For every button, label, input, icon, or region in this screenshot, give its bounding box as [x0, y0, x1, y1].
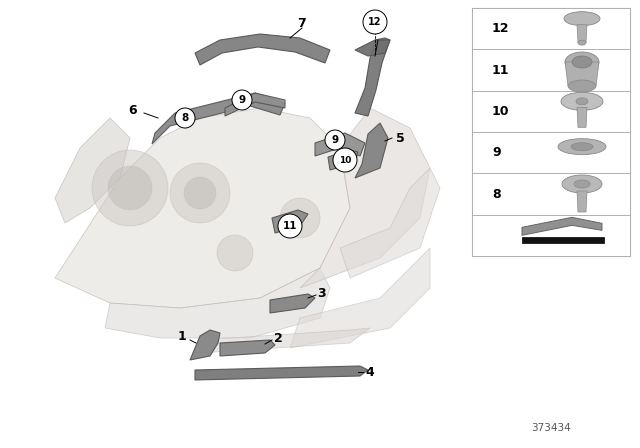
Circle shape [232, 90, 252, 110]
Polygon shape [272, 210, 308, 233]
Text: 7: 7 [298, 17, 307, 30]
Ellipse shape [576, 98, 588, 105]
Text: 1: 1 [178, 329, 186, 343]
Circle shape [170, 163, 230, 223]
Text: 9: 9 [492, 146, 500, 159]
Text: 5: 5 [396, 132, 404, 145]
Polygon shape [577, 25, 587, 43]
Text: 373434: 373434 [531, 423, 571, 433]
Polygon shape [355, 38, 390, 116]
Text: 8: 8 [181, 113, 189, 123]
Polygon shape [565, 62, 599, 86]
Polygon shape [300, 108, 430, 288]
Polygon shape [577, 191, 587, 212]
Polygon shape [195, 366, 368, 380]
Circle shape [333, 148, 357, 172]
Ellipse shape [574, 180, 590, 188]
Bar [472, 215, 630, 256]
Polygon shape [522, 217, 602, 235]
Polygon shape [55, 118, 130, 223]
Text: 8: 8 [492, 188, 500, 201]
Circle shape [280, 198, 320, 238]
Text: 2: 2 [274, 332, 282, 345]
Text: 11: 11 [283, 221, 297, 231]
Polygon shape [225, 93, 285, 116]
Polygon shape [577, 108, 587, 127]
Ellipse shape [561, 92, 603, 110]
Bar [472, 132, 630, 173]
Circle shape [325, 130, 345, 150]
Text: 4: 4 [365, 366, 374, 379]
Ellipse shape [572, 56, 592, 68]
Polygon shape [105, 268, 330, 338]
Polygon shape [152, 93, 285, 144]
Polygon shape [190, 330, 220, 360]
Circle shape [278, 214, 302, 238]
Ellipse shape [564, 12, 600, 26]
Polygon shape [220, 340, 275, 356]
Bar [472, 173, 630, 215]
Polygon shape [200, 328, 370, 353]
Text: 10: 10 [492, 105, 509, 118]
Ellipse shape [562, 175, 602, 193]
Text: 9: 9 [239, 95, 246, 105]
Polygon shape [290, 248, 430, 348]
Circle shape [184, 177, 216, 209]
Ellipse shape [558, 139, 606, 155]
Polygon shape [355, 40, 390, 56]
Circle shape [175, 108, 195, 128]
Polygon shape [355, 123, 388, 178]
Polygon shape [195, 34, 330, 65]
Text: 12: 12 [368, 17, 381, 27]
Polygon shape [315, 133, 365, 156]
Polygon shape [340, 168, 440, 278]
Circle shape [217, 235, 253, 271]
Text: 6: 6 [129, 103, 138, 116]
Polygon shape [328, 150, 358, 170]
Circle shape [92, 150, 168, 226]
Bar [472, 8, 630, 256]
Text: 3: 3 [317, 287, 326, 300]
Ellipse shape [578, 40, 586, 45]
Polygon shape [55, 108, 350, 308]
Bar [522, 237, 604, 243]
Text: 10: 10 [339, 155, 351, 164]
Bar [472, 8, 630, 49]
Bar [472, 90, 630, 132]
Ellipse shape [568, 80, 596, 92]
Circle shape [108, 166, 152, 210]
Bar [472, 49, 630, 90]
Ellipse shape [565, 52, 599, 72]
Circle shape [363, 10, 387, 34]
Text: 12: 12 [492, 22, 509, 35]
Text: 11: 11 [492, 64, 509, 77]
Text: 9: 9 [332, 135, 339, 145]
Ellipse shape [571, 142, 593, 151]
Polygon shape [270, 294, 315, 313]
